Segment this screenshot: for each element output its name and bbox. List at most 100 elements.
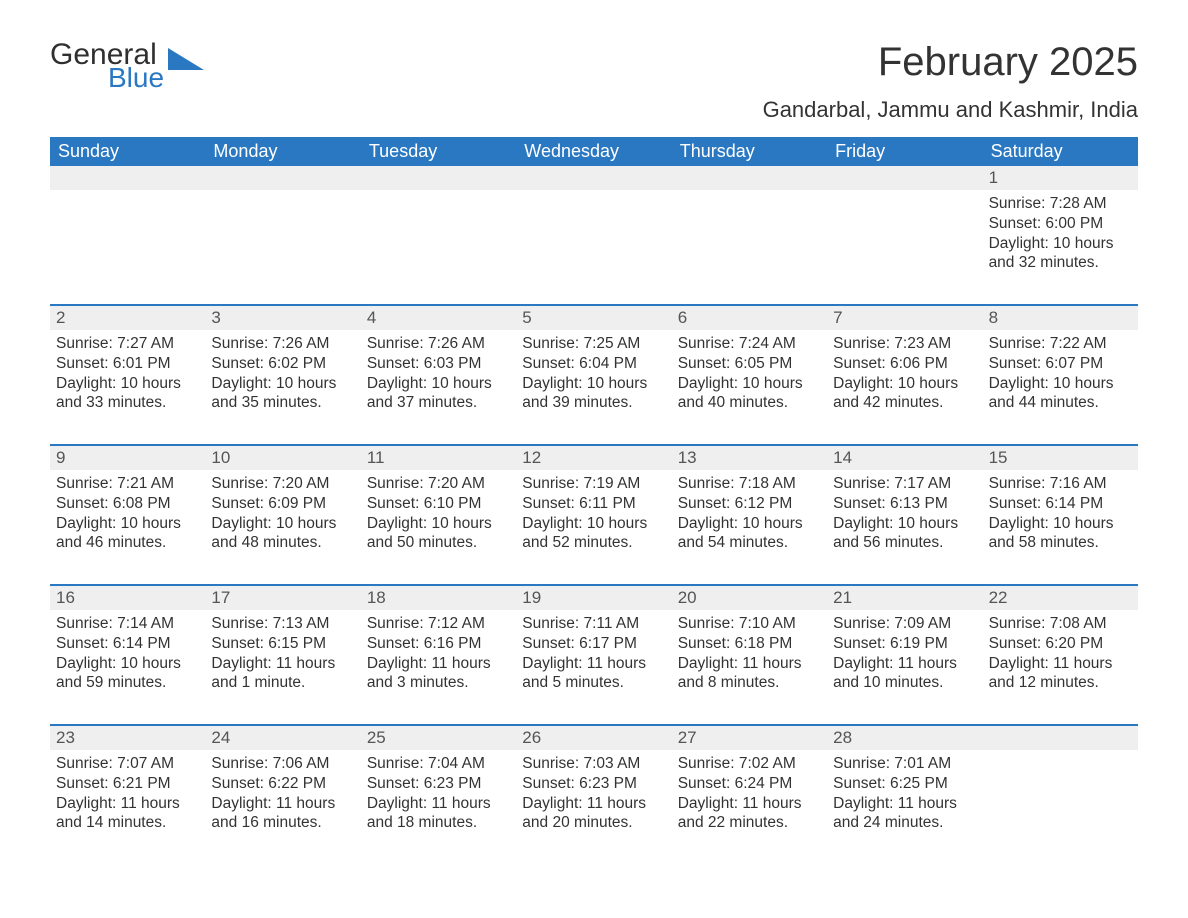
day-number: 10 [205,446,360,470]
daylight-line: Daylight: 11 hours [56,794,199,814]
calendar-cell: Sunrise: 7:19 AMSunset: 6:11 PMDaylight:… [516,470,671,566]
sunset-line: Sunset: 6:00 PM [989,214,1132,234]
calendar-cell: Sunrise: 7:25 AMSunset: 6:04 PMDaylight:… [516,330,671,426]
weekday: Sunday [50,137,205,166]
daynum-row: 16171819202122 [50,586,1138,610]
daylight-line: and 24 minutes. [833,813,976,833]
sunset-line: Sunset: 6:24 PM [678,774,821,794]
daynum-row: 2345678 [50,306,1138,330]
calendar-cell [983,750,1138,846]
day-number: 20 [672,586,827,610]
sunrise-line: Sunrise: 7:01 AM [833,754,976,774]
daylight-line: and 5 minutes. [522,673,665,693]
sunrise-line: Sunrise: 7:20 AM [211,474,354,494]
daylight-line: Daylight: 11 hours [833,654,976,674]
sunset-line: Sunset: 6:25 PM [833,774,976,794]
calendar-week: 232425262728Sunrise: 7:07 AMSunset: 6:21… [50,724,1138,846]
calendar-cell: Sunrise: 7:16 AMSunset: 6:14 PMDaylight:… [983,470,1138,566]
daylight-line: and 3 minutes. [367,673,510,693]
daylight-line: and 40 minutes. [678,393,821,413]
weekday: Friday [827,137,982,166]
sunrise-line: Sunrise: 7:04 AM [367,754,510,774]
calendar-cell: Sunrise: 7:01 AMSunset: 6:25 PMDaylight:… [827,750,982,846]
day-number: 27 [672,726,827,750]
day-number: 5 [516,306,671,330]
daylight-line: and 48 minutes. [211,533,354,553]
calendar-cell: Sunrise: 7:04 AMSunset: 6:23 PMDaylight:… [361,750,516,846]
daylight-line: Daylight: 11 hours [367,794,510,814]
sunrise-line: Sunrise: 7:09 AM [833,614,976,634]
daylight-line: Daylight: 10 hours [56,654,199,674]
daylight-line: and 52 minutes. [522,533,665,553]
calendar-cell: Sunrise: 7:08 AMSunset: 6:20 PMDaylight:… [983,610,1138,706]
sunset-line: Sunset: 6:06 PM [833,354,976,374]
daylight-line: Daylight: 11 hours [211,794,354,814]
calendar-cell: Sunrise: 7:12 AMSunset: 6:16 PMDaylight:… [361,610,516,706]
sunset-line: Sunset: 6:02 PM [211,354,354,374]
sunset-line: Sunset: 6:10 PM [367,494,510,514]
daylight-line: and 35 minutes. [211,393,354,413]
day-number: 25 [361,726,516,750]
daylight-line: and 39 minutes. [522,393,665,413]
weeks-container: 1Sunrise: 7:28 AMSunset: 6:00 PMDaylight… [50,166,1138,846]
calendar-cell [361,190,516,286]
calendar-cell: Sunrise: 7:27 AMSunset: 6:01 PMDaylight:… [50,330,205,426]
daylight-line: Daylight: 11 hours [989,654,1132,674]
daylight-line: Daylight: 10 hours [833,514,976,534]
logo-wedge-icon [168,48,204,70]
sunset-line: Sunset: 6:13 PM [833,494,976,514]
calendar-cell [672,190,827,286]
page-title: February 2025 [763,40,1138,85]
day-number: 9 [50,446,205,470]
daylight-line: and 12 minutes. [989,673,1132,693]
day-number [516,166,671,190]
daynum-row: 232425262728 [50,726,1138,750]
logo-blue: Blue [108,64,164,92]
sunrise-line: Sunrise: 7:12 AM [367,614,510,634]
sunset-line: Sunset: 6:04 PM [522,354,665,374]
calendar-cell [516,190,671,286]
daylight-line: and 10 minutes. [833,673,976,693]
daylight-line: Daylight: 10 hours [56,514,199,534]
header: General Blue February 2025 Gandarbal, Ja… [50,40,1138,123]
sunrise-line: Sunrise: 7:11 AM [522,614,665,634]
daylight-line: Daylight: 10 hours [678,374,821,394]
daylight-line: Daylight: 10 hours [367,514,510,534]
daylight-line: Daylight: 10 hours [833,374,976,394]
sunset-line: Sunset: 6:09 PM [211,494,354,514]
day-number: 4 [361,306,516,330]
daylight-line: and 37 minutes. [367,393,510,413]
sunset-line: Sunset: 6:18 PM [678,634,821,654]
daylight-line: Daylight: 11 hours [678,654,821,674]
day-number: 12 [516,446,671,470]
sunrise-line: Sunrise: 7:14 AM [56,614,199,634]
sunset-line: Sunset: 6:15 PM [211,634,354,654]
daylight-line: Daylight: 11 hours [367,654,510,674]
weekday-header: Sunday Monday Tuesday Wednesday Thursday… [50,137,1138,166]
sunset-line: Sunset: 6:03 PM [367,354,510,374]
calendar-cell: Sunrise: 7:26 AMSunset: 6:03 PMDaylight:… [361,330,516,426]
sunset-line: Sunset: 6:14 PM [989,494,1132,514]
sunset-line: Sunset: 6:05 PM [678,354,821,374]
calendar-cell: Sunrise: 7:07 AMSunset: 6:21 PMDaylight:… [50,750,205,846]
daylight-line: and 42 minutes. [833,393,976,413]
day-number: 28 [827,726,982,750]
day-number: 13 [672,446,827,470]
logo-text: General Blue [50,40,164,92]
sunrise-line: Sunrise: 7:28 AM [989,194,1132,214]
sunset-line: Sunset: 6:22 PM [211,774,354,794]
day-number: 17 [205,586,360,610]
location: Gandarbal, Jammu and Kashmir, India [763,97,1138,123]
title-block: February 2025 Gandarbal, Jammu and Kashm… [763,40,1138,123]
weekday: Wednesday [516,137,671,166]
sunset-line: Sunset: 6:14 PM [56,634,199,654]
day-number [205,166,360,190]
daylight-line: and 56 minutes. [833,533,976,553]
day-number [50,166,205,190]
calendar-cell [827,190,982,286]
daylight-line: and 14 minutes. [56,813,199,833]
daylight-line: and 44 minutes. [989,393,1132,413]
sunrise-line: Sunrise: 7:25 AM [522,334,665,354]
sunrise-line: Sunrise: 7:06 AM [211,754,354,774]
sunset-line: Sunset: 6:17 PM [522,634,665,654]
